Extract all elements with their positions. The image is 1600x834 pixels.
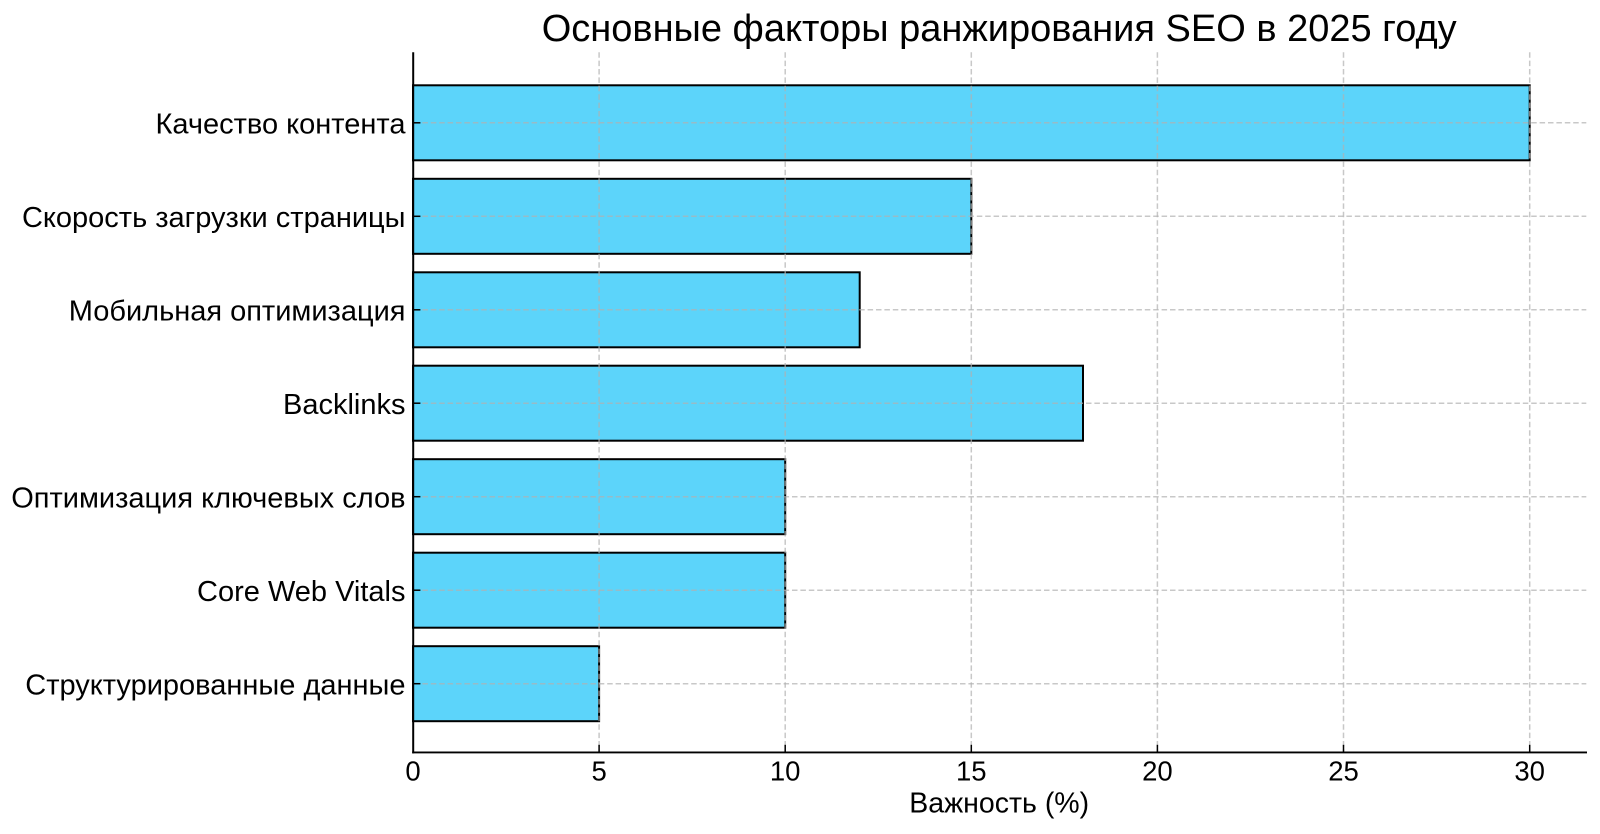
svg-text:10: 10	[770, 756, 801, 787]
svg-text:5: 5	[591, 756, 606, 787]
svg-text:0: 0	[405, 756, 420, 787]
svg-text:Важность (%): Важность (%)	[909, 788, 1089, 820]
svg-text:Мобильная оптимизация: Мобильная оптимизация	[69, 296, 406, 328]
svg-text:Структурированные данные: Структурированные данные	[25, 670, 405, 702]
svg-text:20: 20	[1142, 756, 1173, 787]
svg-text:Оптимизация ключевых слов: Оптимизация ключевых слов	[11, 483, 405, 515]
svg-text:15: 15	[956, 756, 987, 787]
svg-text:Backlinks: Backlinks	[283, 389, 406, 421]
svg-text:25: 25	[1328, 756, 1359, 787]
svg-text:30: 30	[1514, 756, 1545, 787]
svg-text:Основные факторы ранжирования: Основные факторы ранжирования SEO в 2025…	[542, 8, 1457, 50]
svg-text:Качество контента: Качество контента	[155, 109, 406, 141]
svg-text:Скорость загрузки страницы: Скорость загрузки страницы	[22, 202, 406, 234]
svg-text:Core Web Vitals: Core Web Vitals	[197, 576, 405, 608]
